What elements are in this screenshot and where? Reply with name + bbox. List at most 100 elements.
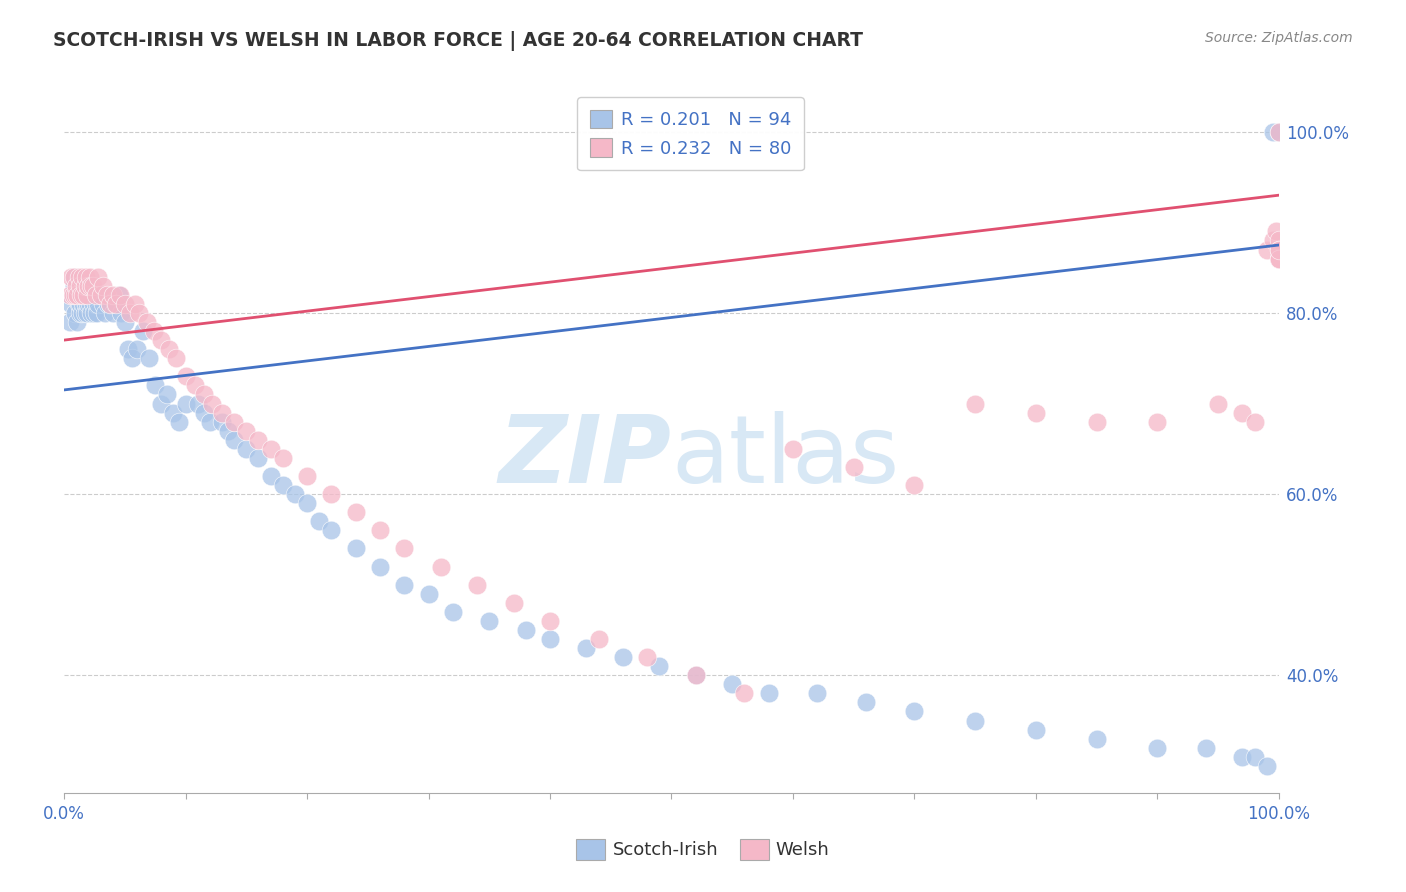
Point xyxy=(575,641,598,656)
Point xyxy=(284,487,307,501)
Point xyxy=(806,686,828,700)
Point xyxy=(72,306,94,320)
Point xyxy=(842,459,865,474)
Point xyxy=(157,342,180,356)
Point xyxy=(271,450,294,465)
Point xyxy=(1256,759,1278,773)
Point xyxy=(174,396,197,410)
Point xyxy=(1146,415,1168,429)
Point xyxy=(73,306,96,320)
Point xyxy=(75,269,97,284)
Point xyxy=(224,433,246,447)
Point xyxy=(187,396,209,410)
Point xyxy=(66,315,89,329)
Point xyxy=(62,288,84,302)
Point xyxy=(1268,252,1291,266)
Point xyxy=(84,288,107,302)
Point xyxy=(128,306,150,320)
Point xyxy=(782,442,804,456)
Point xyxy=(1261,234,1284,248)
Point xyxy=(65,278,87,293)
Point xyxy=(193,387,215,401)
Point xyxy=(138,351,160,366)
Point xyxy=(247,433,270,447)
Point xyxy=(83,306,105,320)
Point xyxy=(87,269,110,284)
Point xyxy=(965,714,987,728)
Point xyxy=(1265,224,1288,238)
Point xyxy=(392,577,415,591)
Point xyxy=(1261,125,1284,139)
Point xyxy=(77,278,100,293)
Point xyxy=(538,632,561,646)
Point xyxy=(1146,740,1168,755)
Text: atlas: atlas xyxy=(672,410,900,503)
Point xyxy=(198,415,221,429)
Point xyxy=(59,315,82,329)
Point xyxy=(1243,415,1265,429)
Point xyxy=(538,614,561,628)
Point xyxy=(515,623,537,637)
Point xyxy=(502,596,524,610)
Point xyxy=(135,315,157,329)
Point xyxy=(117,342,139,356)
Point xyxy=(612,650,634,665)
Point xyxy=(80,288,103,302)
Point xyxy=(72,297,94,311)
Point xyxy=(101,306,124,320)
Point xyxy=(150,333,173,347)
Point xyxy=(321,524,343,538)
Point xyxy=(75,288,97,302)
Point xyxy=(344,505,367,519)
Text: SCOTCH-IRISH VS WELSH IN LABOR FORCE | AGE 20-64 CORRELATION CHART: SCOTCH-IRISH VS WELSH IN LABOR FORCE | A… xyxy=(53,31,863,51)
Point xyxy=(247,450,270,465)
Point xyxy=(685,668,707,682)
Point xyxy=(143,378,166,392)
Point xyxy=(60,297,83,311)
Point xyxy=(62,288,84,302)
Point xyxy=(418,587,440,601)
Point xyxy=(1268,243,1291,257)
Point xyxy=(110,306,132,320)
Point xyxy=(184,378,207,392)
Point xyxy=(86,306,108,320)
Point xyxy=(60,269,83,284)
Point xyxy=(62,278,84,293)
Point xyxy=(96,288,118,302)
Point xyxy=(59,288,82,302)
Point xyxy=(1232,406,1254,420)
Point xyxy=(72,288,94,302)
Point xyxy=(77,297,100,311)
Point xyxy=(295,469,318,483)
Point xyxy=(429,559,451,574)
Point xyxy=(965,396,987,410)
Point xyxy=(79,297,101,311)
Point xyxy=(733,686,755,700)
Point xyxy=(118,306,141,320)
Point xyxy=(89,288,111,302)
Point xyxy=(636,650,658,665)
Point xyxy=(70,288,93,302)
Point xyxy=(1243,749,1265,764)
Point xyxy=(75,297,97,311)
Point xyxy=(125,342,148,356)
Point xyxy=(271,478,294,492)
Point xyxy=(63,306,86,320)
Point xyxy=(165,351,187,366)
Point xyxy=(211,406,233,420)
Point xyxy=(308,514,330,528)
Point xyxy=(162,406,184,420)
Point xyxy=(1232,749,1254,764)
Point xyxy=(174,369,197,384)
Point xyxy=(79,269,101,284)
Point xyxy=(648,659,671,673)
Point xyxy=(217,424,239,438)
Legend: Scotch-Irish, Welsh: Scotch-Irish, Welsh xyxy=(569,831,837,867)
Point xyxy=(441,605,464,619)
Point xyxy=(211,415,233,429)
Point xyxy=(91,278,114,293)
Point xyxy=(65,288,87,302)
Point xyxy=(108,288,131,302)
Point xyxy=(62,269,84,284)
Point xyxy=(368,524,391,538)
